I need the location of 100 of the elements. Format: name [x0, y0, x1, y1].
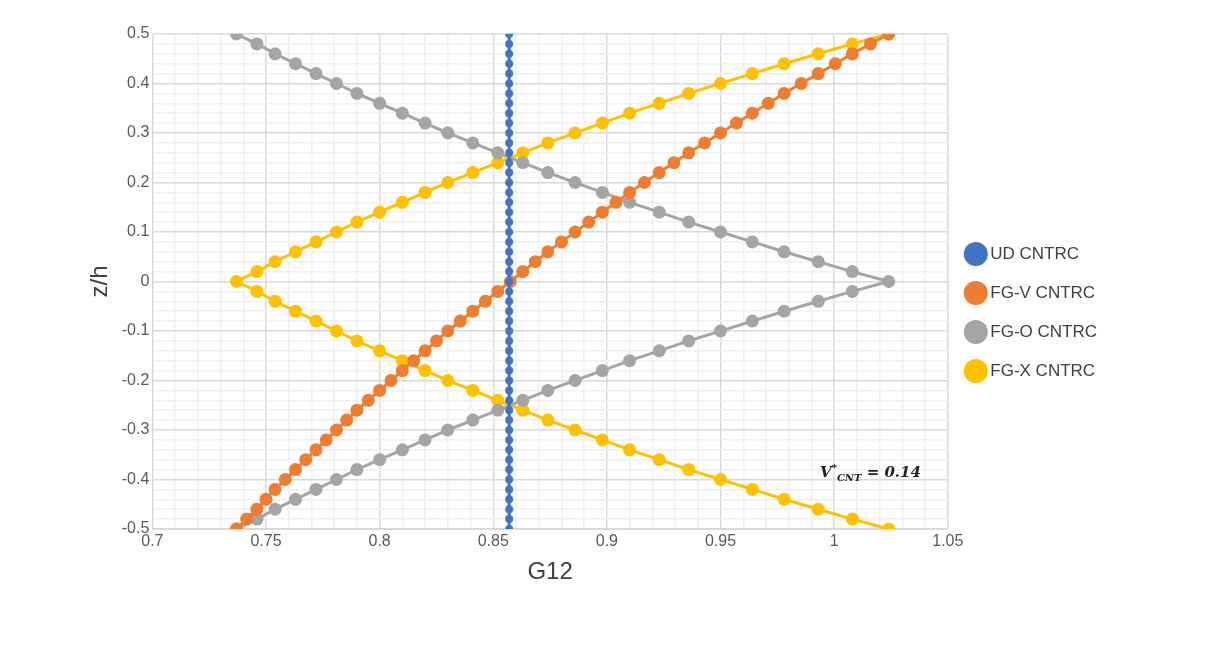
point: [505, 188, 514, 197]
point: [466, 383, 480, 397]
point: [505, 267, 514, 276]
point: [373, 96, 387, 110]
point: [478, 294, 492, 308]
point: [505, 356, 514, 365]
point: [505, 495, 514, 504]
point: [505, 228, 514, 236]
point: [505, 386, 514, 395]
point: [329, 324, 343, 338]
point: [250, 502, 264, 516]
point: [453, 314, 467, 328]
point: [250, 37, 264, 51]
x-tick-label: 0.8: [368, 532, 391, 550]
point: [418, 364, 432, 378]
point: [361, 393, 375, 407]
point: [528, 255, 542, 269]
point: [652, 205, 666, 219]
point: [682, 463, 696, 477]
point: [466, 166, 480, 180]
point: [505, 505, 514, 514]
point: [505, 89, 514, 98]
point: [623, 185, 637, 199]
point: [309, 443, 323, 457]
point: [373, 383, 387, 397]
point: [505, 178, 514, 187]
point: [505, 475, 514, 484]
point: [505, 257, 514, 266]
legend-label: FG-V CNTRC: [990, 282, 1096, 302]
point: [682, 86, 696, 100]
point: [864, 37, 878, 51]
point: [429, 334, 443, 348]
y-tick-label: -0.1: [121, 321, 150, 339]
point: [729, 116, 743, 130]
x-tick-label: 0.95: [704, 532, 737, 550]
point: [845, 47, 859, 61]
point: [667, 156, 681, 170]
point: [714, 225, 728, 239]
point: [309, 482, 323, 496]
point: [811, 47, 825, 61]
point: [811, 502, 825, 516]
point: [505, 198, 514, 207]
point: [652, 96, 666, 110]
point: [407, 354, 421, 368]
point: [289, 57, 303, 71]
point: [623, 443, 637, 457]
point: [623, 354, 637, 368]
point: [309, 67, 323, 81]
y-tick-label: 0.2: [127, 172, 150, 190]
point: [250, 284, 264, 298]
point: [777, 86, 791, 100]
point: [505, 416, 514, 425]
point: [441, 176, 455, 189]
point: [268, 255, 282, 269]
point: [505, 465, 514, 474]
x-tick-label: 1: [829, 532, 839, 550]
point: [505, 396, 514, 405]
point: [329, 77, 343, 90]
point: [714, 324, 728, 338]
y-tick-label: 0.4: [127, 73, 150, 91]
point: [505, 49, 514, 58]
y-tick-label: 0.1: [127, 222, 150, 240]
point: [505, 59, 514, 68]
point: [466, 413, 480, 427]
point: [745, 106, 759, 120]
point: [582, 215, 596, 229]
point: [505, 208, 514, 217]
point: [491, 403, 505, 417]
point: [505, 485, 514, 494]
point: [418, 185, 432, 199]
point: [595, 364, 609, 378]
point: [505, 158, 514, 167]
point: [595, 185, 609, 199]
point: [329, 423, 343, 437]
point: [794, 77, 808, 90]
point: [714, 77, 728, 90]
point: [505, 406, 514, 415]
point: [505, 317, 514, 326]
point: [309, 314, 323, 328]
point: [268, 47, 282, 61]
legend-label: FG-O CNTRC: [990, 321, 1098, 341]
point: [505, 307, 514, 316]
point: [350, 463, 364, 477]
point: [652, 166, 666, 180]
point: [505, 119, 514, 128]
point: [541, 136, 555, 150]
point: [505, 435, 514, 444]
point: [505, 366, 514, 375]
point: [466, 304, 480, 318]
point: [652, 344, 666, 358]
point: [845, 265, 859, 279]
point: [652, 453, 666, 467]
point: [595, 433, 609, 447]
point: [505, 426, 514, 434]
point: [505, 218, 514, 227]
point: [609, 195, 623, 209]
point: [595, 116, 609, 130]
point: [441, 126, 455, 140]
point: [278, 473, 292, 486]
point: [505, 39, 514, 48]
